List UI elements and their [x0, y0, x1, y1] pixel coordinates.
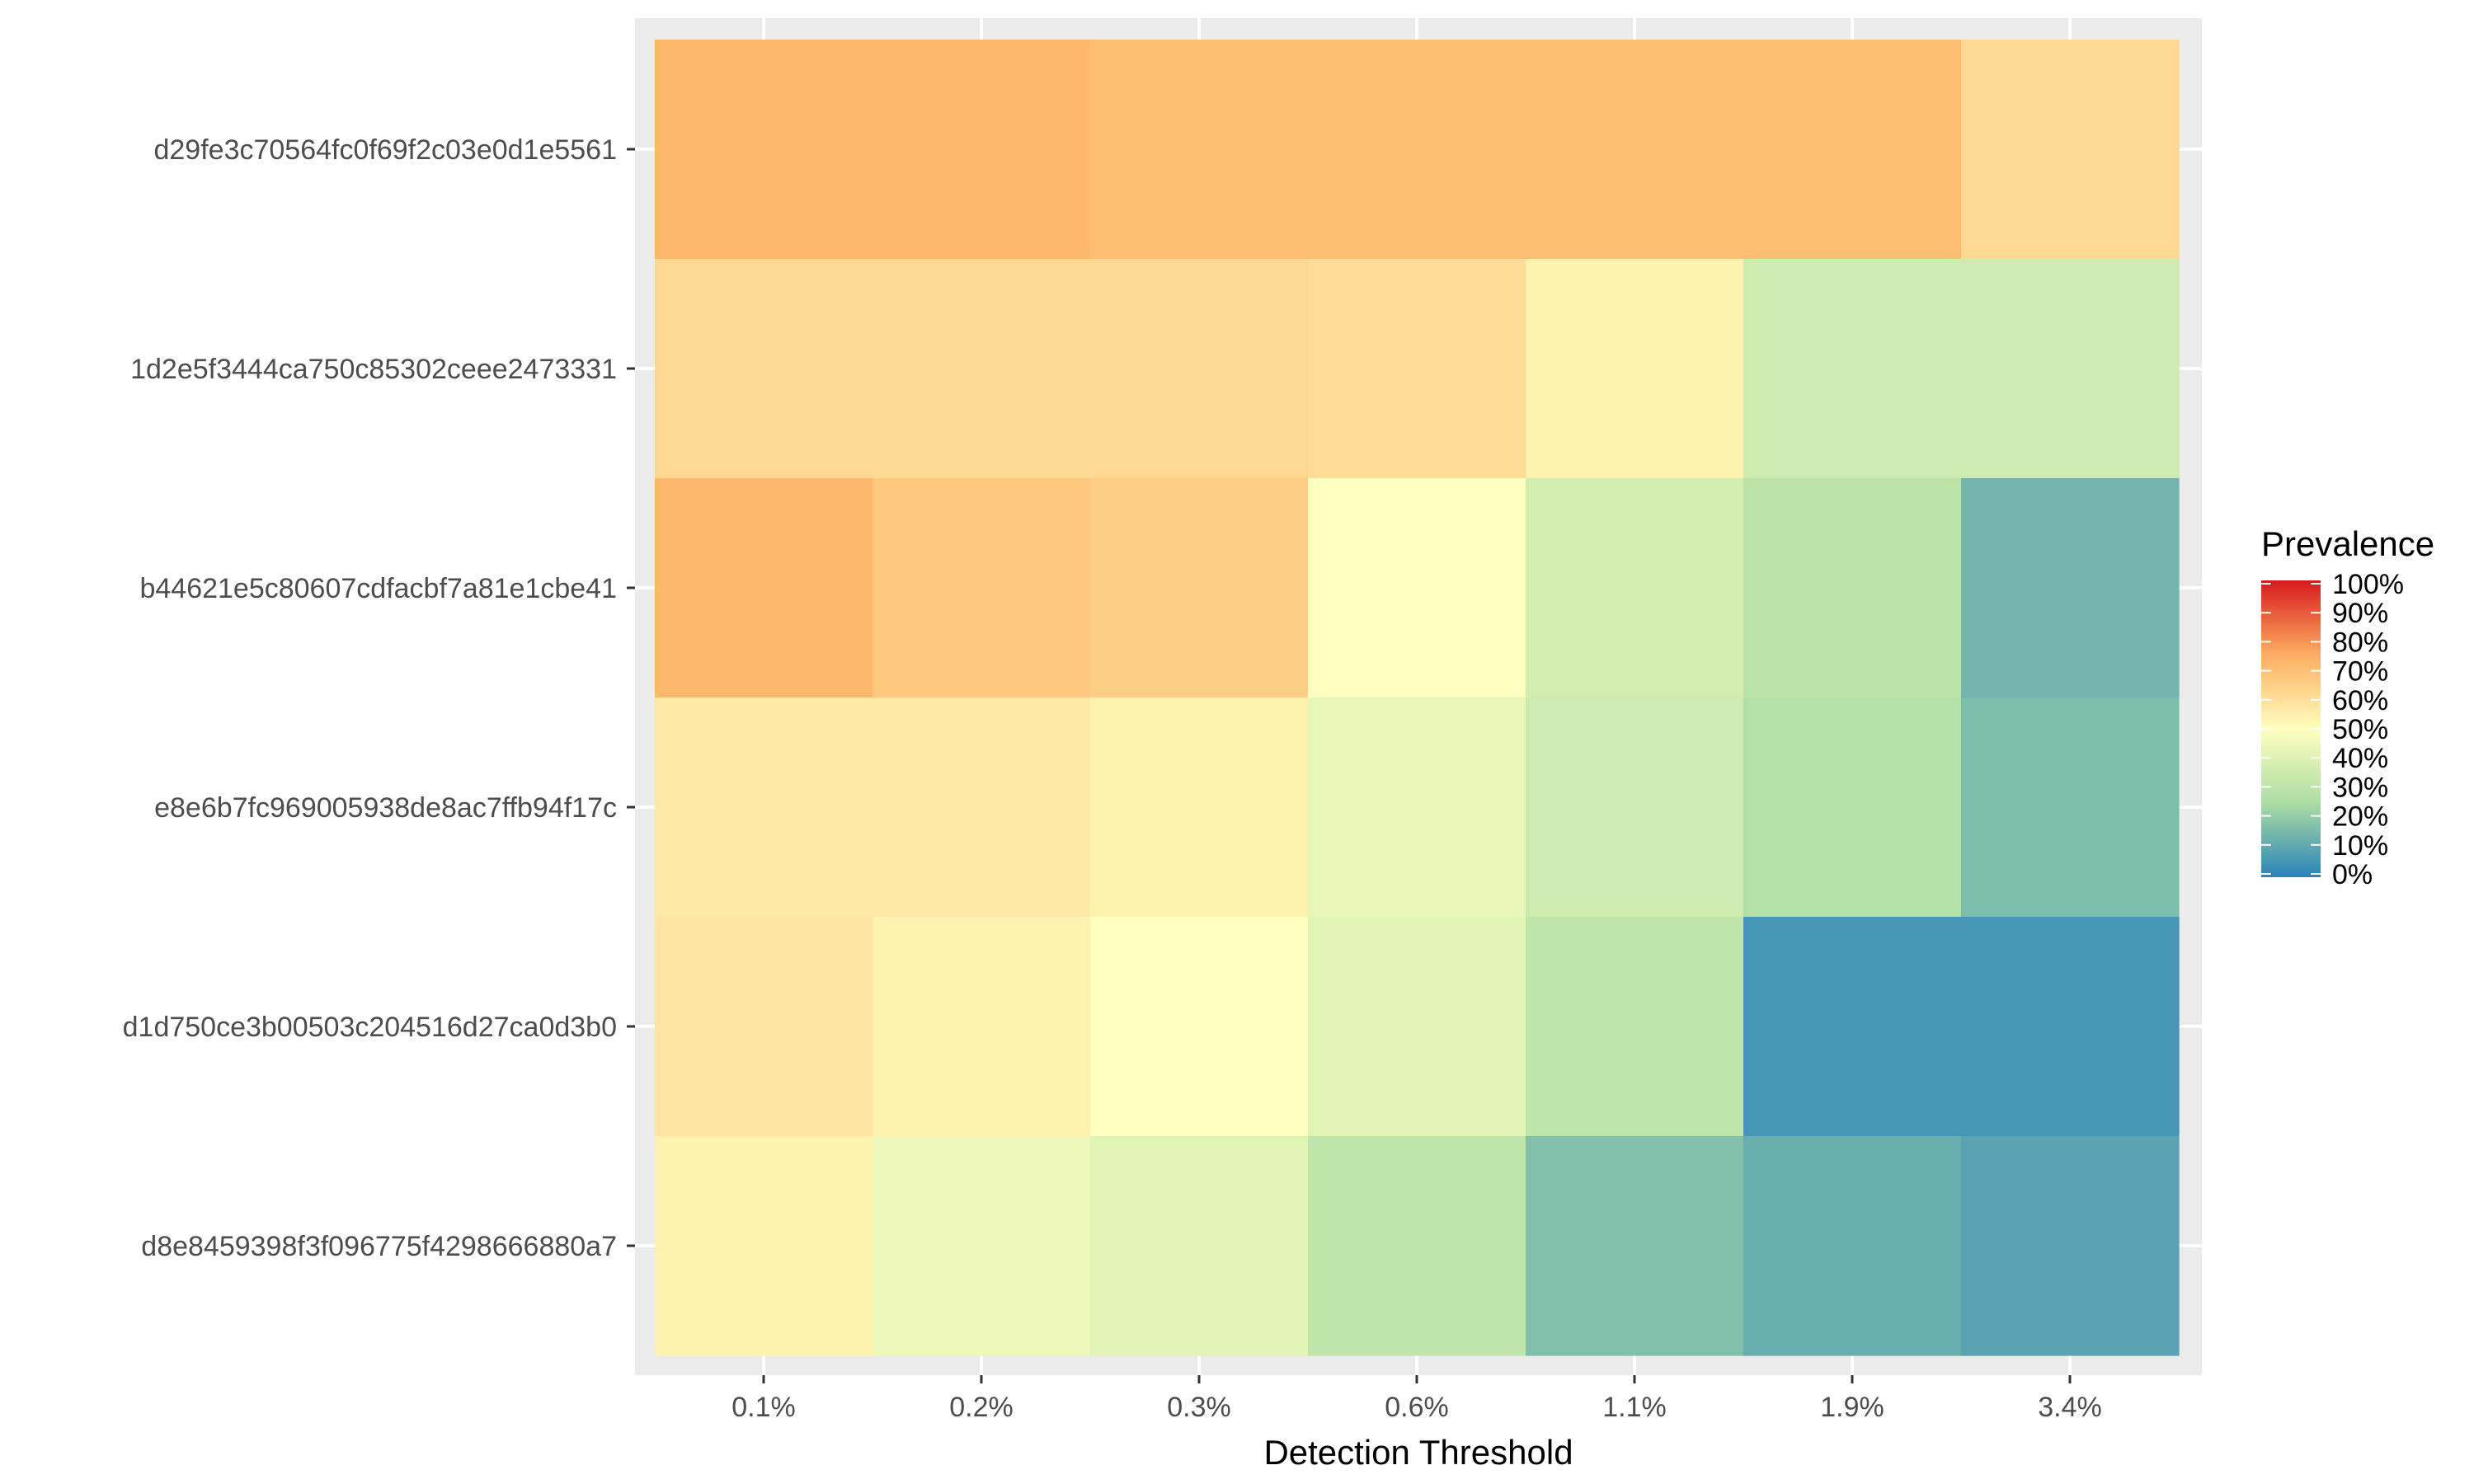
heatmap-tile — [1308, 917, 1526, 1137]
x-axis: 0.1% 0.2% 0.3% 0.6% 1.1% 1.9% 3.4% — [731, 1375, 2102, 1423]
x-tick-label: 1.9% — [1820, 1392, 1884, 1423]
x-tick-label: 0.3% — [1167, 1392, 1231, 1423]
heatmap-tile — [872, 259, 1091, 479]
heatmap-tile — [1526, 697, 1744, 918]
legend-label: 60% — [2332, 685, 2388, 716]
x-tick-label: 1.1% — [1602, 1392, 1667, 1423]
heatmap-tile — [872, 478, 1091, 698]
heatmap-tile — [872, 917, 1091, 1137]
heatmap-tile — [655, 478, 873, 698]
legend-label: 90% — [2332, 598, 2388, 629]
legend-label: 70% — [2332, 656, 2388, 688]
legend-label: 50% — [2332, 714, 2388, 745]
heatmap-tile — [872, 1136, 1091, 1356]
heatmap-tile — [1961, 917, 2180, 1137]
heatmap-tile — [655, 917, 873, 1137]
heatmap-tile — [1526, 259, 1744, 479]
legend-label: 80% — [2332, 627, 2388, 658]
heatmap-tile — [1090, 478, 1309, 698]
legend-label: 20% — [2332, 801, 2388, 833]
legend-label: 30% — [2332, 772, 2388, 803]
heatmap-tile — [655, 1136, 873, 1356]
heatmap-tile — [1308, 259, 1526, 479]
heatmap-tile — [655, 40, 873, 260]
legend-label: 0% — [2332, 859, 2373, 890]
y-tick-label: e8e6b7fc969005938de8ac7ffb94f17c — [154, 792, 617, 824]
heatmap-tile — [872, 697, 1091, 918]
legend-label: 40% — [2332, 743, 2388, 774]
legend: Prevalence 100%90%80%70%60%50%40%30%20%1… — [2261, 524, 2434, 890]
heatmap-tile — [1743, 40, 1962, 260]
y-tick-label: d29fe3c70564fc0f69f2c03e0d1e5561 — [153, 134, 617, 166]
heatmap-tile — [1090, 1136, 1309, 1356]
y-axis: d29fe3c70564fc0f69f2c03e0d1e5561 1d2e5f34… — [123, 134, 635, 1262]
heatmap-tile — [1961, 478, 2180, 698]
y-tick-label: b44621e5c80607cdfacbf7a81e1cbe41 — [139, 573, 617, 604]
heatmap-tile — [1308, 697, 1526, 918]
legend-title: Prevalence — [2261, 524, 2434, 563]
heatmap-tile — [1308, 478, 1526, 698]
y-tick-label: d8e8459398f3f096775f4298666880a7 — [141, 1231, 617, 1262]
heatmap-tile — [1743, 697, 1962, 918]
x-tick-label: 3.4% — [2038, 1392, 2102, 1423]
heatmap-tile — [1961, 1136, 2180, 1356]
heatmap-tile — [1090, 40, 1309, 260]
x-tick-label: 0.1% — [731, 1392, 796, 1423]
heatmap-tile — [1743, 259, 1962, 479]
y-tick-label: 1d2e5f3444ca750c85302ceee2473331 — [130, 354, 617, 385]
heatmap-tile — [1526, 478, 1744, 698]
heatmap-tile — [1090, 259, 1309, 479]
heatmap-tile — [1743, 478, 1962, 698]
heatmap-tile — [1526, 917, 1744, 1137]
heatmap-tile — [655, 259, 873, 479]
heatmap-tile — [1961, 697, 2180, 918]
heatmap-tile — [1308, 1136, 1526, 1356]
heatmap-tile — [1526, 40, 1744, 260]
heatmap-tile — [1961, 259, 2180, 479]
legend-label: 10% — [2332, 830, 2388, 862]
x-axis-title: Detection Threshold — [1263, 1433, 1573, 1472]
heatmap-tile — [1961, 40, 2180, 260]
x-tick-label: 0.6% — [1385, 1392, 1449, 1423]
heatmap-tile — [1743, 917, 1962, 1137]
y-tick-label: d1d750ce3b00503c204516d27ca0d3b0 — [123, 1012, 617, 1043]
heatmap-tile — [655, 697, 873, 918]
heatmap-tile — [1308, 40, 1526, 260]
heatmap-tile — [1743, 1136, 1962, 1356]
heatmap-tile — [1526, 1136, 1744, 1356]
heatmap-tile — [872, 40, 1091, 260]
heatmap-tiles — [655, 40, 2180, 1356]
heatmap-tile — [1090, 917, 1309, 1137]
x-tick-label: 0.2% — [949, 1392, 1014, 1423]
legend-label: 100% — [2332, 569, 2404, 600]
heatmap-tile — [1090, 697, 1309, 918]
